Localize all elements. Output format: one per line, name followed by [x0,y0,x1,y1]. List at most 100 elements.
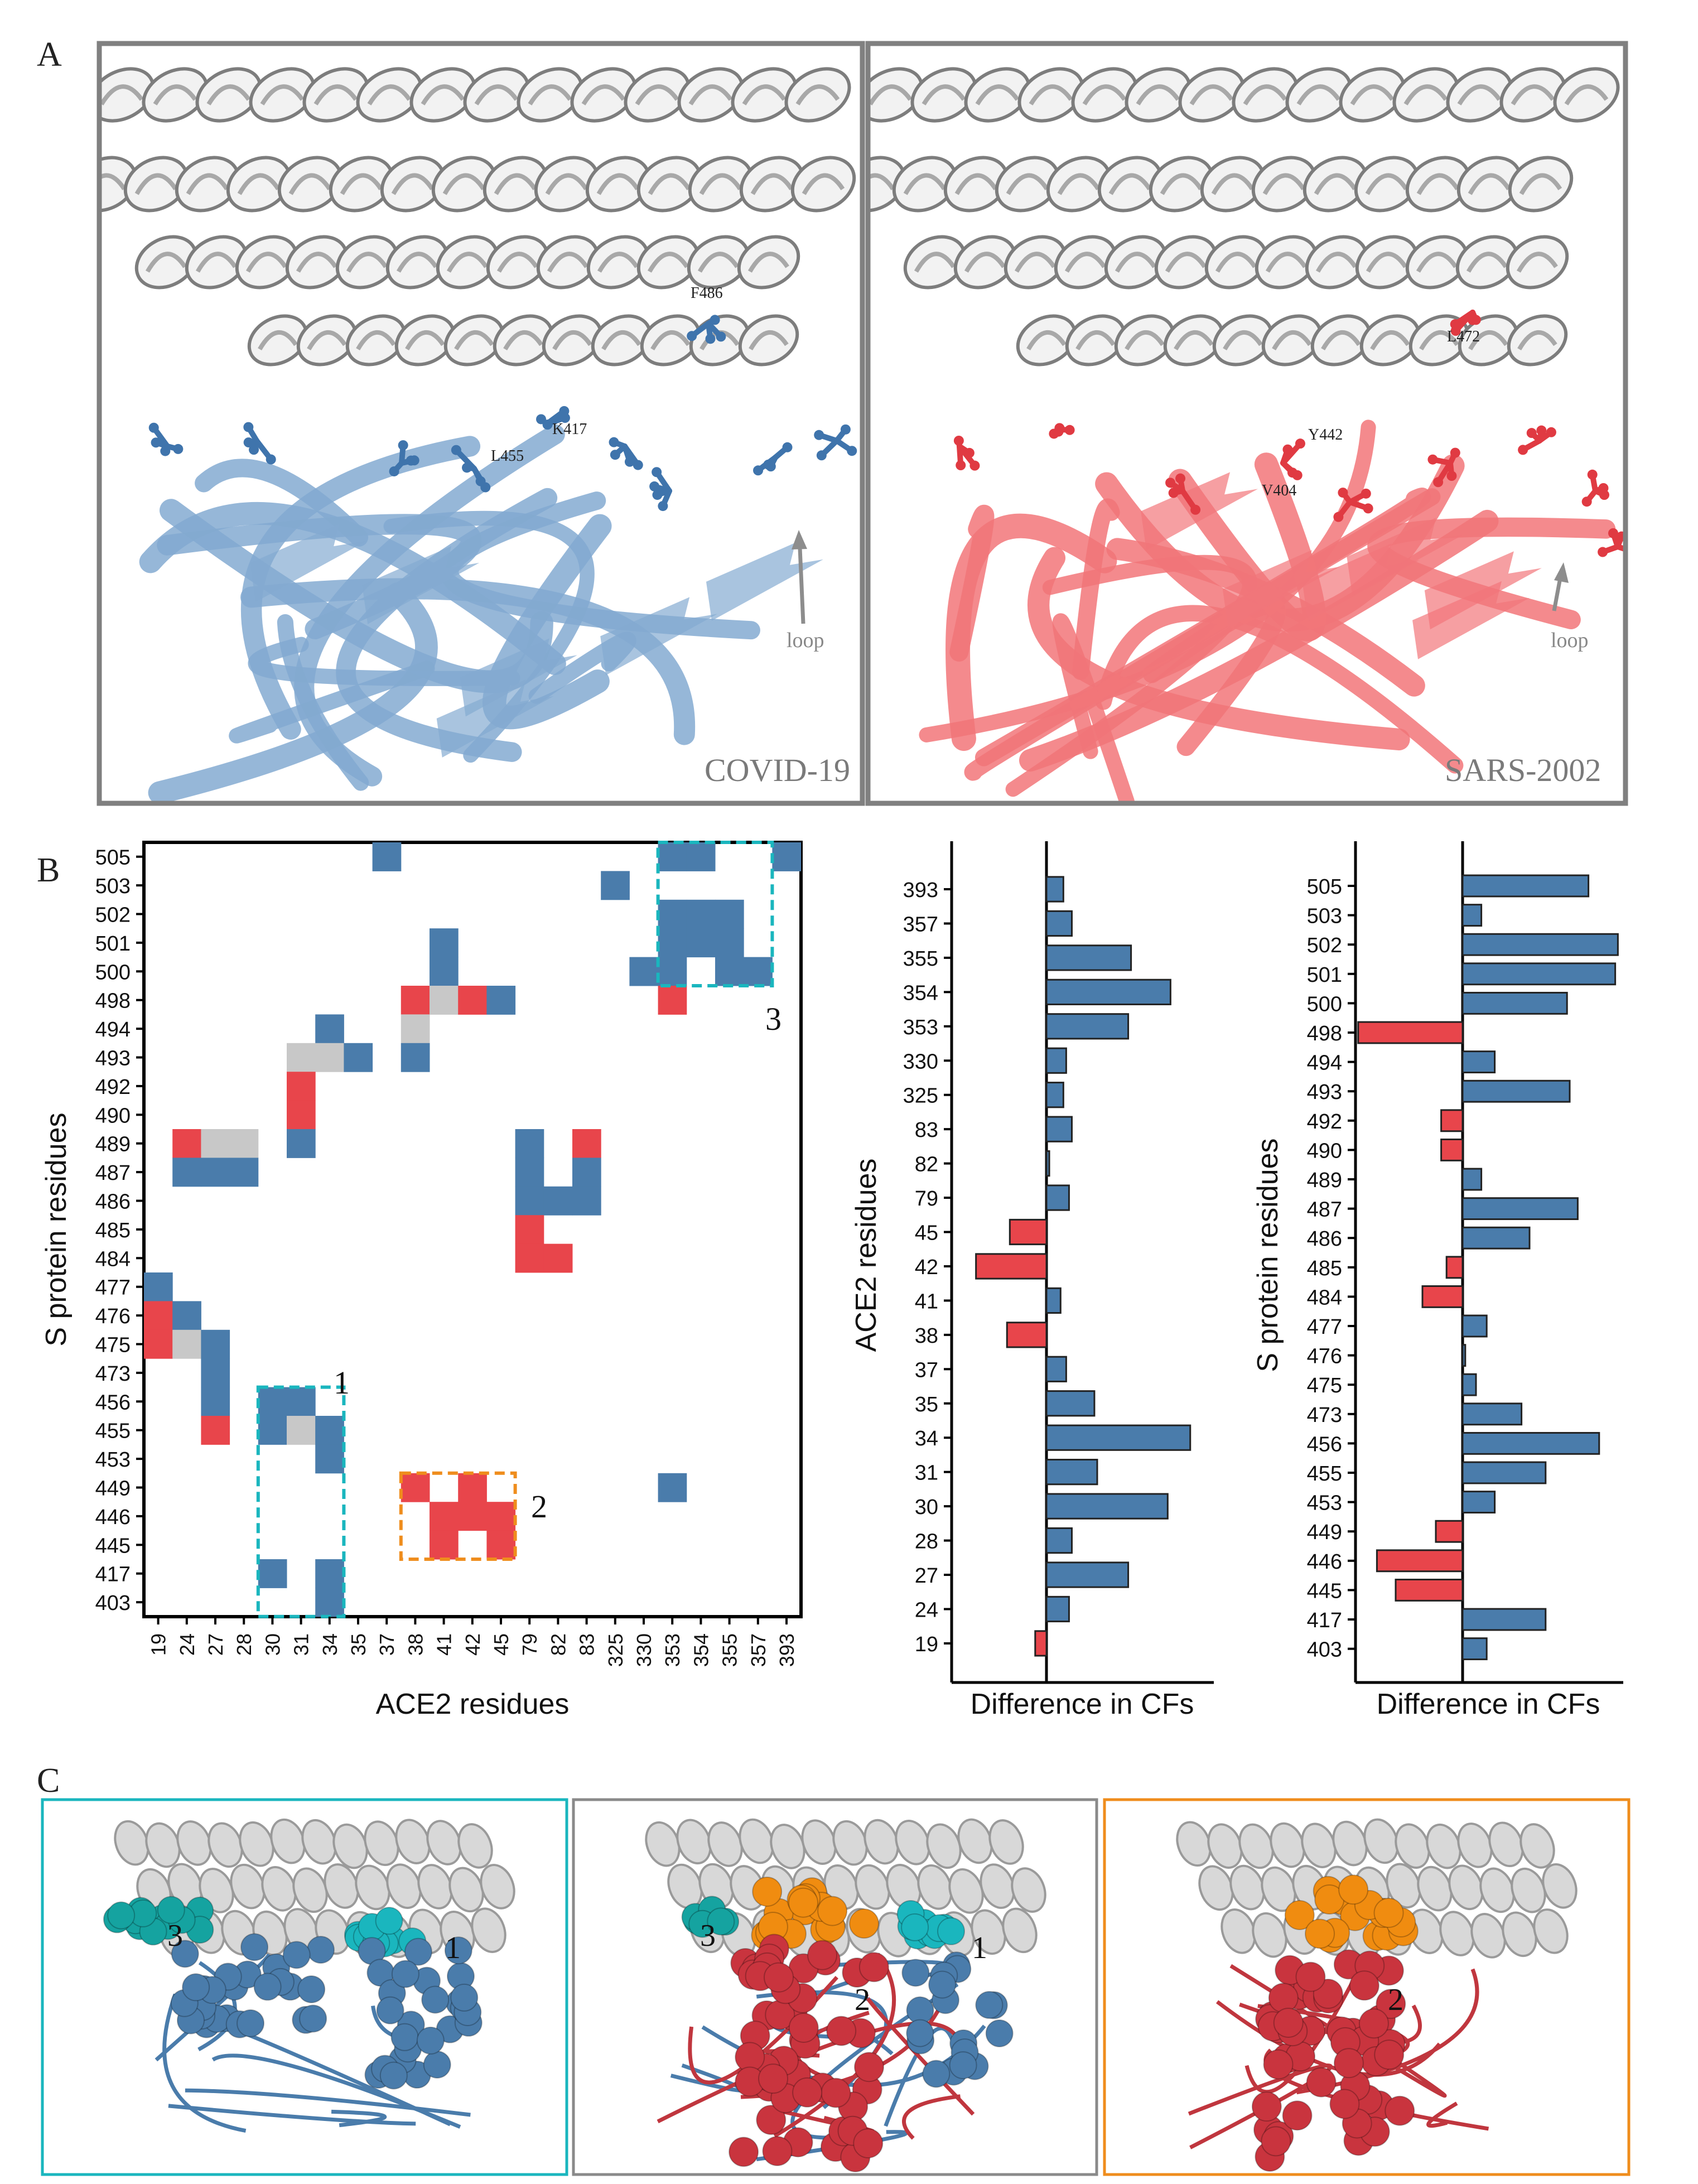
ace2-helix-turn [1064,252,1106,273]
heatmap-x-tick-label: 24 [176,1633,199,1656]
residue-atom [1287,467,1297,478]
heatmap-cell [201,1358,230,1388]
bar [1440,1109,1464,1132]
heatmap-cell [686,928,716,958]
helix-turn [1542,1863,1578,1909]
bar [1009,1218,1048,1246]
residue-atom [462,462,472,473]
ace2-helix-turn [474,84,519,105]
ace2-helix-turn [1154,235,1218,290]
ace2-helix-turn [1365,173,1408,195]
panel-c-image-2: 3 2 1 [573,1800,1097,2175]
bar-y-tick-label: 492 [1307,1110,1342,1134]
bar-y-tick-label: 355 [903,947,938,971]
residue-atom [687,331,697,341]
ace2-helix-turn [545,173,588,195]
heatmap-ylabel: S protein residues [40,1112,73,1346]
heatmap-cell [515,1215,544,1245]
beta-sheet-arrow [1412,581,1530,659]
atom-sphere [1273,2007,1304,2038]
heatmap-cell [287,1043,316,1072]
box-label-3: 3 [765,1001,782,1037]
atom-sphere [788,2012,819,2043]
residue-atom [658,501,668,512]
ace2-helix-turn [596,173,640,195]
bar [1045,1150,1050,1177]
ace2-helix-turn [367,84,412,105]
atom-sphere [937,1917,966,1945]
ace2-helix-turn [1553,67,1620,123]
panel-b-letter: B [37,851,60,889]
heatmap-y-tick-label: 493 [95,1047,131,1071]
ace2-helix-turn [910,67,977,123]
ace2-helix-turn [964,67,1031,123]
residue-atom [782,442,793,452]
heatmap-x-tick-label: 83 [576,1633,599,1656]
atom-sphere [763,1962,794,1993]
ace2-helix-turn [648,173,691,195]
atom-sphere [421,1985,450,2014]
beta-sheet-arrow [1222,549,1340,628]
s-bar-xlabel: Difference in CFs [1377,1688,1600,1720]
ace2-helix-turn [1215,252,1257,273]
residue-atom [398,440,408,451]
bar [1045,1527,1073,1554]
atom-sphere [922,2060,951,2088]
ace2-helix-turn [1511,84,1555,105]
ace2-helix-turn [677,67,744,123]
bar-y-tick-label: 490 [1307,1139,1342,1163]
ace2-helix-turn [1321,330,1361,351]
ace2-helix-turn [624,67,691,123]
ace2-helix-turn [1468,173,1511,195]
bar [1006,1322,1048,1348]
bar-y-tick-label: 34 [915,1427,938,1450]
covid-residue-sticks [148,315,857,512]
atom-sphere [404,1937,432,1966]
bar-y-tick-label: 476 [1307,1345,1342,1368]
ace2-helix-turn [1272,330,1312,351]
bar-y-tick-label: 475 [1307,1374,1342,1397]
residue-atom [1363,503,1373,514]
panel-c-frame-1 [41,1798,568,2176]
bar [1461,1402,1523,1426]
atom-sphere [821,2077,851,2108]
heatmap-cell [543,1186,573,1216]
bar [1461,1197,1579,1221]
atom-sphere [752,1876,783,1907]
ace2-helix-turn [302,67,369,123]
protein-ribbon-strand [336,488,558,762]
residue-atom [956,460,966,471]
ace2-helix-turn [206,84,251,105]
atom-sphere [817,1896,848,1926]
ribbon-strand [168,2104,416,2126]
ace2-helix-turn [699,173,742,195]
heatmap-cell [315,1559,344,1588]
ace2-helix-turn [1262,173,1306,195]
ace2-helix-turn [1104,235,1168,290]
residue-atom [1581,496,1592,507]
bar [1045,944,1132,971]
helix-turn [1519,1823,1555,1869]
bar-y-tick-label: 28 [915,1530,938,1554]
marker-1: 1 [972,1931,987,1965]
atom-sphere [182,1973,210,2002]
ace2-helix-turn [1261,314,1323,367]
residue-atom [1361,488,1371,499]
residue-atom [633,460,643,470]
residue-bond [1615,544,1625,552]
ace2-helix-turn [964,252,1006,273]
atom-sphere [1338,1874,1369,1905]
residue-label-k417: K417 [552,421,587,438]
residue-atom [451,445,461,455]
heatmap-cell [658,842,687,871]
beta-sheet-arrow [600,597,718,676]
bar-y-tick-label: 501 [1307,963,1342,987]
heatmap-x-tick-label: 42 [461,1633,484,1656]
ace2-helix-turn [258,330,298,351]
ace2-helix-turn [493,314,554,367]
heatmap-cell [486,1530,516,1560]
ace2-helix-turn [1296,84,1341,105]
panel-c-frame-3 [1103,1798,1631,2176]
heatmap-cell [715,957,744,986]
bar-y-tick-label: 449 [1307,1521,1342,1544]
